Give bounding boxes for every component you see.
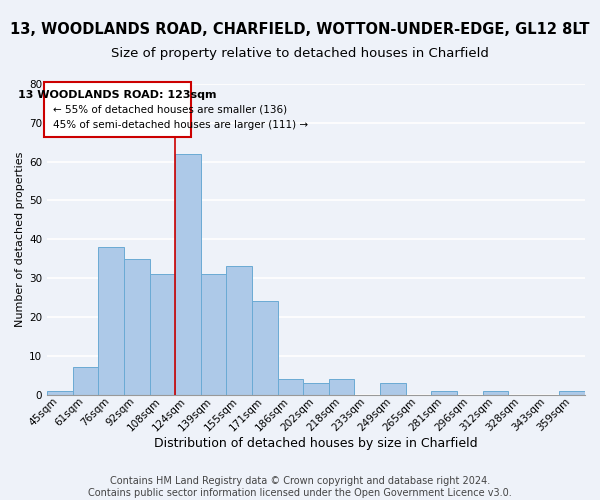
Text: Contains HM Land Registry data © Crown copyright and database right 2024.
Contai: Contains HM Land Registry data © Crown c… xyxy=(88,476,512,498)
Bar xyxy=(226,266,252,394)
Text: Size of property relative to detached houses in Charfield: Size of property relative to detached ho… xyxy=(111,48,489,60)
Bar xyxy=(124,258,149,394)
Text: 45% of semi-detached houses are larger (111) →: 45% of semi-detached houses are larger (… xyxy=(53,120,308,130)
Bar xyxy=(73,368,98,394)
Text: 13, WOODLANDS ROAD, CHARFIELD, WOTTON-UNDER-EDGE, GL12 8LT: 13, WOODLANDS ROAD, CHARFIELD, WOTTON-UN… xyxy=(10,22,590,38)
Bar xyxy=(278,379,303,394)
Bar xyxy=(431,390,457,394)
FancyBboxPatch shape xyxy=(44,82,191,137)
Bar xyxy=(175,154,201,394)
Bar xyxy=(329,379,355,394)
Text: ← 55% of detached houses are smaller (136): ← 55% of detached houses are smaller (13… xyxy=(53,104,287,115)
Bar xyxy=(201,274,226,394)
Bar xyxy=(47,390,73,394)
X-axis label: Distribution of detached houses by size in Charfield: Distribution of detached houses by size … xyxy=(154,437,478,450)
Bar xyxy=(149,274,175,394)
Bar xyxy=(303,383,329,394)
Bar xyxy=(380,383,406,394)
Bar xyxy=(559,390,585,394)
Bar xyxy=(98,247,124,394)
Text: 13 WOODLANDS ROAD: 123sqm: 13 WOODLANDS ROAD: 123sqm xyxy=(19,90,217,100)
Bar xyxy=(252,302,278,394)
Bar xyxy=(482,390,508,394)
Y-axis label: Number of detached properties: Number of detached properties xyxy=(15,152,25,327)
